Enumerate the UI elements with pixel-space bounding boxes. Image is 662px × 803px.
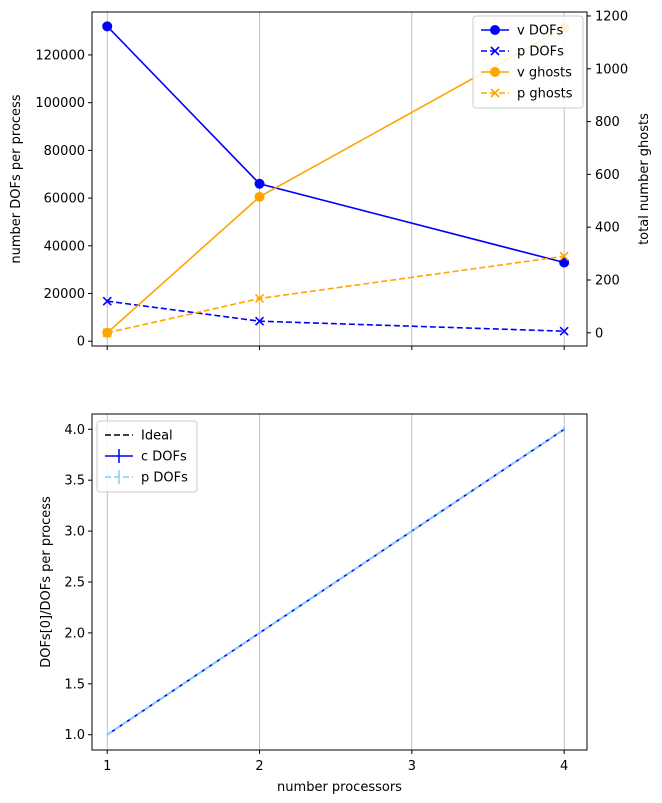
y-tick-label: 60000: [44, 192, 85, 207]
axes-frame: [91, 11, 588, 347]
y2-tick-label: 600: [595, 168, 620, 183]
y2-tick-label: 1000: [595, 62, 628, 77]
legend-box: [96, 420, 198, 493]
y-tick-label: 20000: [44, 287, 85, 302]
chart-1: 0 20000 40000 60000 80000 100000 120000 0 200 400…: [9, 9, 652, 350]
y2-tick-label: 0: [595, 326, 603, 341]
series-line: [106, 428, 565, 736]
series-p-ghosts: [102, 251, 569, 338]
axes-frame: [91, 413, 588, 751]
y-axis-label: number DOFs per process: [9, 94, 24, 263]
y-tick-label: 40000: [44, 239, 85, 254]
legend-marker: [490, 67, 500, 77]
y2-tick-label: 400: [595, 221, 620, 236]
legend-label: p DOFs: [141, 471, 188, 486]
y-axis-label: DOFs[0]/DOFs per process: [39, 496, 54, 668]
data-point: [254, 316, 265, 326]
data-point: [254, 191, 265, 202]
data-point: [102, 296, 112, 306]
data-point: [254, 178, 265, 189]
y-tick-label: 1.5: [64, 677, 85, 692]
y2-tick-label: 800: [595, 115, 620, 130]
legend-label: c DOFs: [141, 450, 187, 465]
legend-entry: v ghosts: [481, 66, 572, 81]
legend-entry: p DOFs: [105, 470, 188, 486]
series-line: [107, 255, 565, 334]
y-tick-label: 120000: [35, 48, 85, 63]
legend-marker: [490, 46, 500, 56]
x-axis-label: number processors: [277, 780, 402, 795]
y2-tick-label: 200: [595, 273, 620, 288]
data-point: [559, 326, 569, 336]
legend-label: Ideal: [141, 429, 173, 444]
legend-label: p ghosts: [517, 87, 573, 102]
data-point: [559, 257, 570, 268]
y-tick-label: 2.5: [64, 576, 85, 591]
x-tick-label: 1: [103, 759, 111, 774]
y-tick-label: 2.0: [64, 626, 85, 641]
legend-entry: Ideal: [105, 429, 173, 444]
y-tick-label: 3.0: [64, 525, 85, 540]
x-tick-label: 2: [255, 759, 263, 774]
y2-axis-label: total number ghosts: [637, 113, 652, 245]
legend-marker: [490, 88, 500, 98]
legend-label: v DOFs: [517, 24, 564, 39]
y-tick-label: 1.0: [64, 728, 85, 743]
series-p-dofs: [106, 426, 565, 736]
legend: Ideal c DOFs p DOFs: [96, 420, 198, 493]
data-point: [254, 293, 265, 304]
legend-label: v ghosts: [517, 66, 572, 81]
data-point: [102, 328, 112, 338]
chart-2: 1 2 3 4 1.0 1.5 2.0 2.5 3.0 3.5 4.0 DOFs[0]/DOFs pe…: [39, 413, 588, 795]
legend: v DOFs p DOFs v ghosts p ghosts: [472, 15, 584, 109]
series-line: [107, 300, 565, 333]
x-tick-label: 4: [560, 759, 568, 774]
x-tick-label: 3: [408, 759, 416, 774]
y-tick-label: 3.5: [64, 474, 85, 489]
legend-box: [472, 15, 584, 109]
legend-label: p DOFs: [517, 45, 564, 60]
legend-entry: v DOFs: [481, 24, 564, 39]
y2-tick-label: 1200: [595, 9, 628, 24]
y-tick-label: 100000: [35, 96, 85, 111]
series-v-dofs: [102, 21, 570, 268]
legend-marker: [490, 25, 500, 35]
data-point: [102, 21, 113, 32]
data-point: [559, 251, 569, 261]
y-tick-label: 80000: [44, 144, 85, 159]
legend-entry: c DOFs: [105, 449, 187, 465]
series-p-dofs: [102, 296, 569, 336]
legend-entry: p ghosts: [481, 87, 573, 102]
legend-entry: p DOFs: [481, 45, 564, 60]
y-tick-label: 0: [77, 335, 85, 350]
y-tick-label: 4.0: [64, 423, 85, 438]
